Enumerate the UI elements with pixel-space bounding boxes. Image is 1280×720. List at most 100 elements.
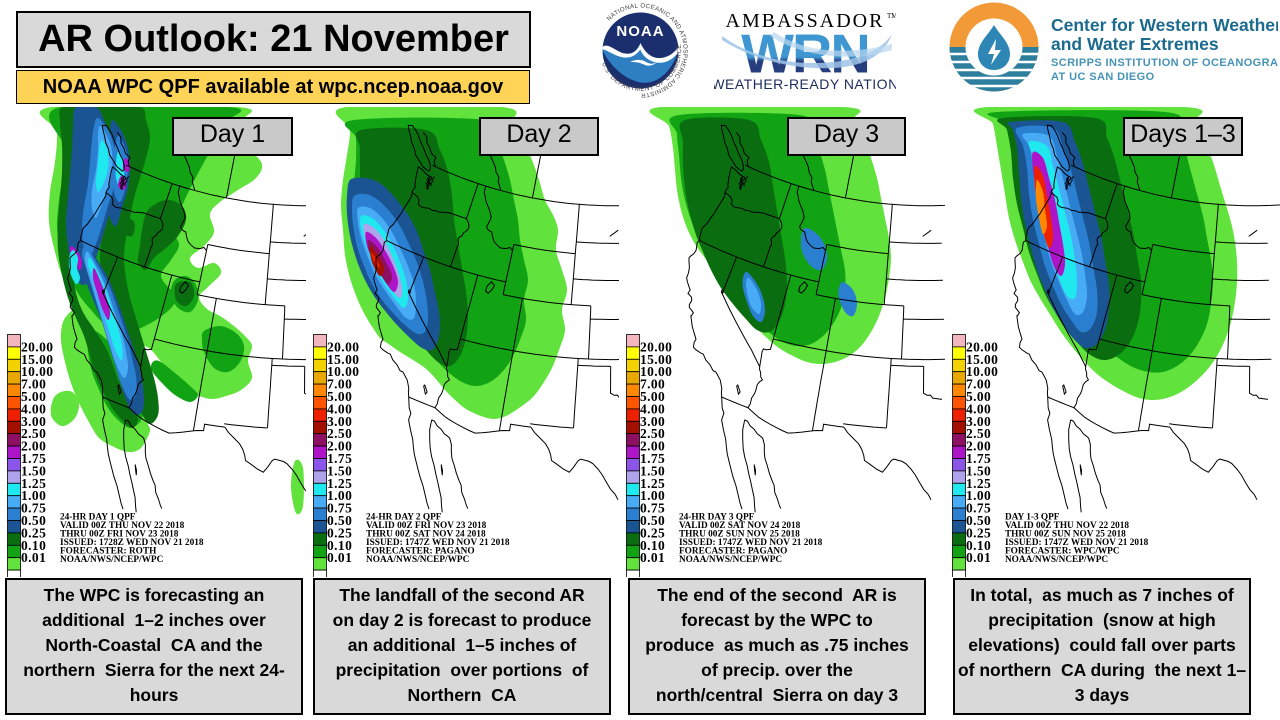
svg-text:0.10: 0.10 bbox=[966, 538, 991, 553]
svg-text:ISSUED: 1747Z WED NOV 21 2018: ISSUED: 1747Z WED NOV 21 2018 bbox=[678, 538, 822, 548]
svg-text:THRU 00Z FRI NOV 23 2018: THRU 00Z FRI NOV 23 2018 bbox=[60, 530, 179, 540]
svg-text:1.50: 1.50 bbox=[639, 463, 664, 478]
svg-text:VALID 00Z SAT NOV 24 2018: VALID 00Z SAT NOV 24 2018 bbox=[678, 521, 800, 531]
svg-text:0.50: 0.50 bbox=[966, 513, 991, 528]
svg-text:TM: TM bbox=[887, 12, 896, 20]
svg-text:1.50: 1.50 bbox=[21, 463, 46, 478]
svg-text:5.00: 5.00 bbox=[327, 389, 352, 404]
svg-text:1.50: 1.50 bbox=[966, 463, 991, 478]
svg-text:4.00: 4.00 bbox=[966, 401, 991, 416]
svg-text:0.50: 0.50 bbox=[639, 513, 664, 528]
svg-text:NOAA/NWS/NCEP/WPC: NOAA/NWS/NCEP/WPC bbox=[60, 555, 163, 565]
svg-text:AT UC SAN DIEGO: AT UC SAN DIEGO bbox=[1051, 71, 1155, 83]
svg-text:2.00: 2.00 bbox=[327, 439, 352, 454]
svg-text:1.75: 1.75 bbox=[639, 451, 664, 466]
svg-text:7.00: 7.00 bbox=[21, 377, 46, 392]
svg-text:0.01: 0.01 bbox=[639, 550, 664, 565]
svg-text:0.75: 0.75 bbox=[966, 501, 991, 516]
svg-text:NOAA/NWS/NCEP/WPC: NOAA/NWS/NCEP/WPC bbox=[678, 555, 781, 565]
svg-text:15.00: 15.00 bbox=[21, 352, 53, 367]
svg-text:NOAA: NOAA bbox=[616, 23, 664, 40]
svg-text:0.75: 0.75 bbox=[327, 501, 352, 516]
svg-text:3.00: 3.00 bbox=[639, 414, 664, 429]
svg-text:0.10: 0.10 bbox=[639, 538, 664, 553]
svg-text:1.50: 1.50 bbox=[327, 463, 352, 478]
svg-text:0.50: 0.50 bbox=[21, 513, 46, 528]
svg-text:0.01: 0.01 bbox=[327, 550, 352, 565]
svg-text:0.01: 0.01 bbox=[966, 550, 991, 565]
svg-text:2.50: 2.50 bbox=[327, 426, 352, 441]
svg-text:2.00: 2.00 bbox=[966, 439, 991, 454]
svg-text:2.00: 2.00 bbox=[21, 439, 46, 454]
svg-text:3.00: 3.00 bbox=[966, 414, 991, 429]
svg-text:3.00: 3.00 bbox=[327, 414, 352, 429]
svg-text:20.00: 20.00 bbox=[21, 339, 53, 354]
svg-text:1.75: 1.75 bbox=[327, 451, 352, 466]
svg-text:2.00: 2.00 bbox=[639, 439, 664, 454]
svg-text:ISSUED: 1747Z WED NOV 21 2018: ISSUED: 1747Z WED NOV 21 2018 bbox=[366, 538, 510, 548]
svg-text:and Water Extremes: and Water Extremes bbox=[1051, 34, 1219, 54]
svg-text:2.50: 2.50 bbox=[966, 426, 991, 441]
svg-text:SCRIPPS INSTITUTION OF OCEANOG: SCRIPPS INSTITUTION OF OCEANOGRAPHY bbox=[1051, 57, 1278, 69]
svg-text:1.25: 1.25 bbox=[327, 476, 352, 491]
svg-text:THRU 00Z SUN NOV 25 2018: THRU 00Z SUN NOV 25 2018 bbox=[678, 530, 799, 540]
svg-text:2.50: 2.50 bbox=[21, 426, 46, 441]
svg-text:2.50: 2.50 bbox=[639, 426, 664, 441]
svg-text:1.25: 1.25 bbox=[966, 476, 991, 491]
svg-text:20.00: 20.00 bbox=[966, 339, 998, 354]
svg-text:7.00: 7.00 bbox=[327, 377, 352, 392]
svg-text:15.00: 15.00 bbox=[327, 352, 359, 367]
svg-text:0.25: 0.25 bbox=[327, 525, 352, 540]
svg-text:1.75: 1.75 bbox=[21, 451, 46, 466]
svg-text:0.01: 0.01 bbox=[21, 550, 46, 565]
svg-text:THRU 00Z SUN NOV 25 2018: THRU 00Z SUN NOV 25 2018 bbox=[1005, 530, 1126, 540]
svg-text:NOAA/NWS/NCEP/WPC: NOAA/NWS/NCEP/WPC bbox=[1005, 555, 1108, 565]
svg-text:5.00: 5.00 bbox=[966, 389, 991, 404]
svg-text:10.00: 10.00 bbox=[327, 364, 359, 379]
svg-text:1.75: 1.75 bbox=[966, 451, 991, 466]
svg-text:FORECASTER: WPC/WPC: FORECASTER: WPC/WPC bbox=[1005, 547, 1120, 557]
svg-text:3.00: 3.00 bbox=[21, 414, 46, 429]
svg-text:1.00: 1.00 bbox=[21, 488, 46, 503]
svg-text:DAY 1-3 QPF: DAY 1-3 QPF bbox=[1005, 512, 1060, 522]
svg-text:Center for Western Weather: Center for Western Weather bbox=[1051, 15, 1278, 35]
svg-text:0.25: 0.25 bbox=[639, 525, 664, 540]
svg-text:0.50: 0.50 bbox=[327, 513, 352, 528]
svg-text:0.75: 0.75 bbox=[21, 501, 46, 516]
svg-text:THRU 00Z SAT NOV 24 2018: THRU 00Z SAT NOV 24 2018 bbox=[366, 530, 486, 540]
svg-text:10.00: 10.00 bbox=[966, 364, 998, 379]
svg-text:20.00: 20.00 bbox=[327, 339, 359, 354]
svg-text:0.75: 0.75 bbox=[639, 501, 664, 516]
svg-text:1.00: 1.00 bbox=[639, 488, 664, 503]
svg-text:24-HR DAY 3 QPF: 24-HR DAY 3 QPF bbox=[678, 512, 754, 522]
svg-text:0.25: 0.25 bbox=[21, 525, 46, 540]
svg-text:VALID 00Z FRI NOV 23 2018: VALID 00Z FRI NOV 23 2018 bbox=[366, 521, 487, 531]
svg-text:4.00: 4.00 bbox=[21, 401, 46, 416]
svg-text:24-HR DAY 2 QPF: 24-HR DAY 2 QPF bbox=[366, 513, 442, 523]
svg-text:0.10: 0.10 bbox=[327, 538, 352, 553]
svg-text:5.00: 5.00 bbox=[639, 389, 664, 404]
svg-text:5.00: 5.00 bbox=[21, 389, 46, 404]
svg-text:10.00: 10.00 bbox=[21, 364, 53, 379]
svg-text:1.25: 1.25 bbox=[639, 476, 664, 491]
svg-text:4.00: 4.00 bbox=[327, 401, 352, 416]
svg-text:20.00: 20.00 bbox=[639, 339, 671, 354]
svg-text:VALID 00Z THU NOV 22 2018: VALID 00Z THU NOV 22 2018 bbox=[1005, 521, 1129, 531]
svg-text:FORECASTER: PAGANO: FORECASTER: PAGANO bbox=[678, 547, 786, 557]
svg-text:15.00: 15.00 bbox=[639, 352, 671, 367]
svg-text:7.00: 7.00 bbox=[639, 377, 664, 392]
svg-text:0.25: 0.25 bbox=[966, 525, 991, 540]
svg-text:1.00: 1.00 bbox=[966, 488, 991, 503]
svg-text:FORECASTER: ROTH: FORECASTER: ROTH bbox=[60, 547, 157, 557]
svg-text:15.00: 15.00 bbox=[966, 352, 998, 367]
svg-text:NOAA/NWS/NCEP/WPC: NOAA/NWS/NCEP/WPC bbox=[366, 555, 469, 565]
svg-text:VALID 00Z THU NOV 22 2018: VALID 00Z THU NOV 22 2018 bbox=[60, 521, 185, 531]
svg-text:AMBASSADOR: AMBASSADOR bbox=[726, 10, 885, 32]
svg-text:ISSUED: 1747Z WED NOV 21 2018: ISSUED: 1747Z WED NOV 21 2018 bbox=[1005, 538, 1149, 548]
svg-text:1.00: 1.00 bbox=[327, 488, 352, 503]
svg-text:24-HR DAY 1 QPF: 24-HR DAY 1 QPF bbox=[60, 513, 136, 523]
svg-text:7.00: 7.00 bbox=[966, 377, 991, 392]
svg-text:FORECASTER: PAGANO: FORECASTER: PAGANO bbox=[366, 547, 475, 557]
svg-text:10.00: 10.00 bbox=[639, 364, 671, 379]
svg-text:4.00: 4.00 bbox=[639, 401, 664, 416]
